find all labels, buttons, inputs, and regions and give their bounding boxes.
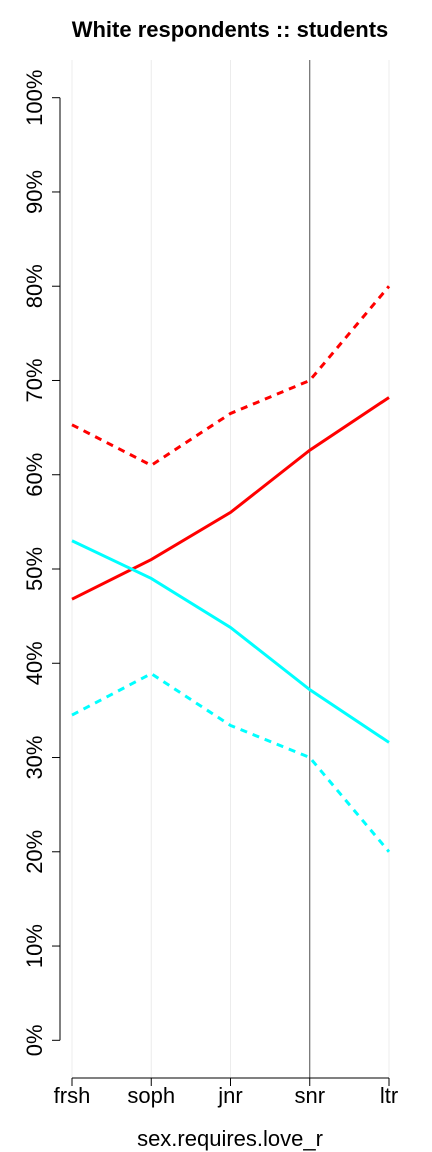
x-tick-label: snr: [294, 1083, 325, 1108]
y-tick-label: 50%: [22, 547, 47, 591]
y-tick-label: 30%: [22, 735, 47, 779]
y-tick-label: 60%: [22, 453, 47, 497]
y-tick-label: 0%: [22, 1024, 47, 1056]
chart-title: White respondents :: students: [72, 17, 389, 42]
line-series: [71, 285, 391, 468]
y-tick-label: 20%: [22, 830, 47, 874]
line-series: [71, 539, 390, 744]
y-tick-label: 70%: [22, 358, 47, 402]
y-tick-label: 90%: [22, 170, 47, 214]
x-tick-label: ltr: [380, 1083, 398, 1108]
y-tick-label: 80%: [22, 264, 47, 308]
y-tick-label: 40%: [22, 641, 47, 685]
x-axis-label: sex.requires.love_r: [137, 1126, 323, 1151]
x-tick-label: jnr: [217, 1083, 242, 1108]
x-tick-label: frsh: [54, 1083, 91, 1108]
y-tick-label: 100%: [22, 70, 47, 126]
line-series: [71, 396, 390, 601]
x-tick-label: soph: [127, 1083, 175, 1108]
line-series: [71, 671, 391, 853]
y-tick-label: 10%: [22, 924, 47, 968]
